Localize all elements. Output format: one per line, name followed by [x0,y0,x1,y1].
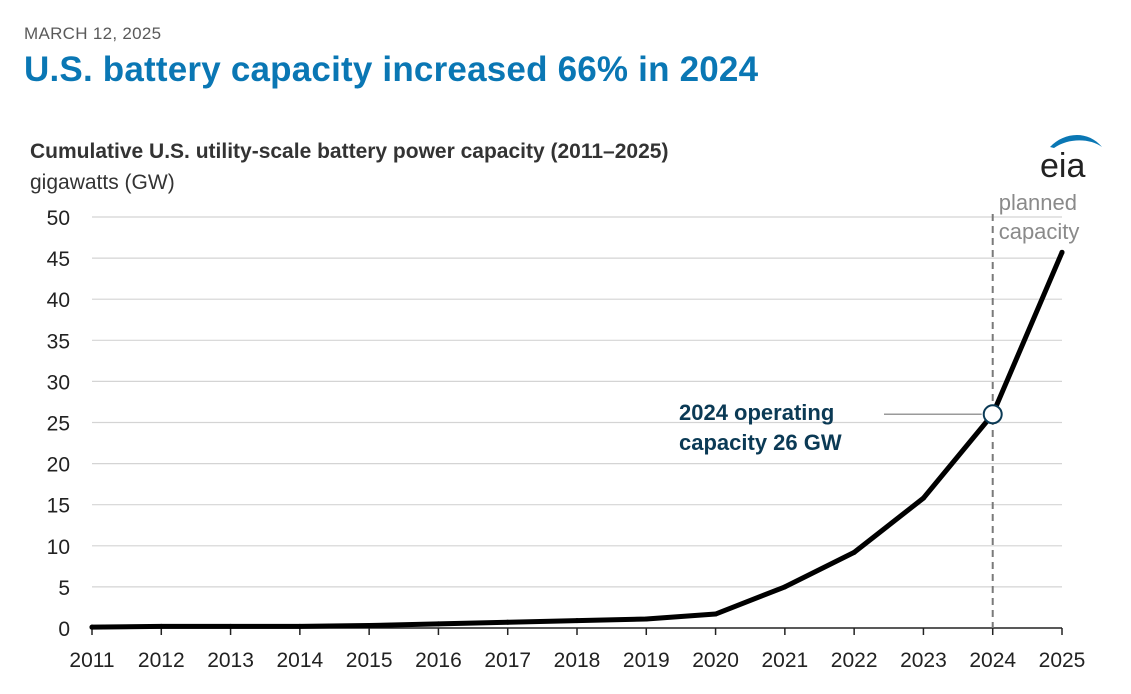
x-tick-label: 2011 [69,649,114,672]
data-point [713,611,719,617]
y-tick-label: 30 [47,371,70,394]
operating-capacity-callout: capacity 26 GW [679,430,842,455]
y-tick-label: 15 [47,495,70,518]
y-tick-label: 50 [47,207,70,230]
y-tick-label: 10 [47,536,70,559]
x-tick-label: 2020 [692,649,739,672]
eia-logo-swoosh [1050,134,1102,148]
series [89,249,1065,630]
operating-capacity-marker [982,404,1003,425]
x-tick-label: 2018 [554,649,601,672]
x-tick-label: 2015 [346,649,393,672]
y-tick-label: 0 [58,618,70,641]
markers [982,404,1003,425]
y-tick-label: 25 [47,413,70,436]
eia-logo-icon: eia [1040,134,1102,182]
x-tick-label: 2013 [207,649,254,672]
data-point [574,618,580,624]
data-point [1059,249,1065,255]
planned-capacity-label: capacity [999,219,1080,244]
x-tick-label: 2014 [276,649,323,672]
x-tick-label: 2025 [1039,649,1086,672]
y-tick-label: 35 [47,330,70,353]
data-point [435,621,441,627]
x-tick-label: 2016 [415,649,462,672]
operating-capacity-callout: 2024 operating [679,400,834,425]
y-axis-unit-label: gigawatts (GW) [30,171,175,194]
data-point [782,584,788,590]
data-point [920,495,926,501]
publication-date: MARCH 12, 2025 [24,24,162,43]
x-tick-label: 2019 [623,649,670,672]
eia-logo-text: eia [1040,147,1085,182]
data-point [297,623,303,629]
y-tick-label: 20 [47,454,70,477]
data-point [89,624,95,630]
capacity-series-line [89,249,1065,630]
planned-capacity-label: planned [999,190,1077,215]
gridlines [92,216,1062,629]
x-tick-label: 2022 [831,649,878,672]
x-tick-label: 2023 [900,649,947,672]
data-point [228,623,234,629]
x-tick-label: 2012 [138,649,185,672]
y-axis: 0 5 10 15 20 25 30 35 40 45 50 [47,207,70,641]
data-point [643,616,649,622]
y-tick-label: 45 [47,248,70,271]
x-tick-label: 2021 [761,649,808,672]
x-tick-label: 2017 [484,649,531,672]
chart-title: Cumulative U.S. utility-scale battery po… [30,140,669,163]
data-point [505,619,511,625]
x-tick-label: 2024 [969,649,1016,672]
y-tick-label: 5 [58,577,70,600]
data-point [851,549,857,555]
x-axis: 2011 2012 2013 2014 2015 2016 2017 2018 2019 2020… [69,628,1085,672]
data-point [366,623,372,629]
page-headline: U.S. battery capacity increased 66% in 2… [24,50,759,89]
annotations: 2024 operating capacity 26 GW planned capac… [679,190,1079,628]
y-tick-label: 40 [47,289,70,312]
data-point [158,623,164,629]
